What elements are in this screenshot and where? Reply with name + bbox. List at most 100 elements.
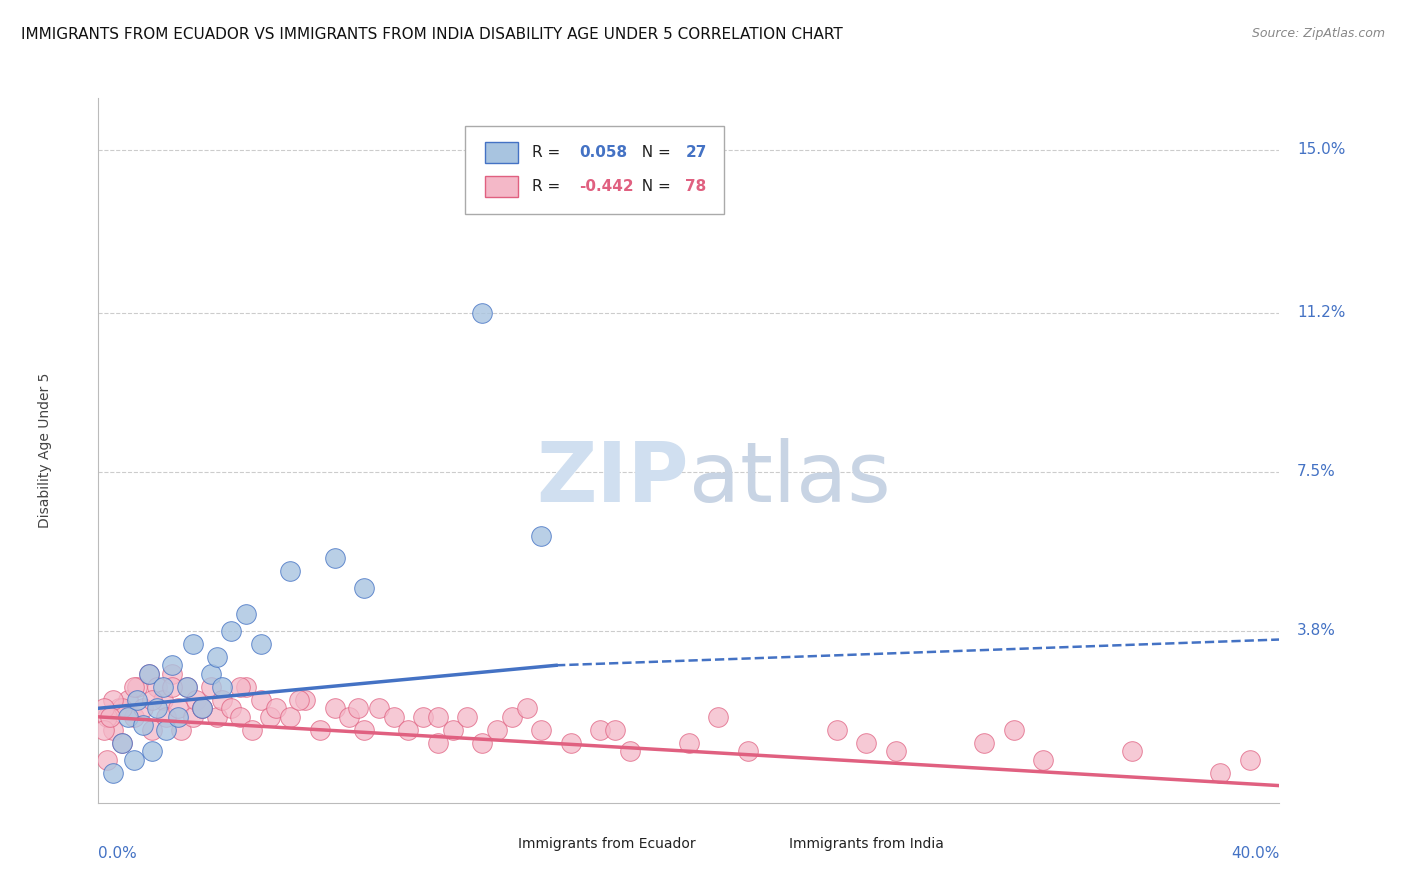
Point — [530, 723, 553, 737]
Point — [125, 680, 148, 694]
Point — [250, 692, 273, 706]
Point — [235, 680, 257, 694]
FancyBboxPatch shape — [742, 835, 778, 852]
Point — [200, 680, 222, 694]
Point — [93, 723, 115, 737]
Point — [111, 701, 134, 715]
Point — [471, 736, 494, 750]
Point — [280, 710, 302, 724]
Point — [412, 710, 434, 724]
Point — [108, 701, 131, 715]
FancyBboxPatch shape — [485, 142, 517, 163]
Point — [471, 306, 494, 320]
Point — [368, 701, 391, 715]
Point — [117, 710, 139, 724]
Point — [181, 637, 204, 651]
Point — [211, 680, 233, 694]
Point — [200, 666, 222, 681]
Text: 0.058: 0.058 — [579, 145, 627, 160]
FancyBboxPatch shape — [485, 176, 517, 197]
Point — [191, 701, 214, 715]
Point — [152, 692, 174, 706]
Point — [294, 692, 316, 706]
Point — [530, 529, 553, 543]
Point — [353, 723, 375, 737]
Point — [103, 692, 125, 706]
Point — [93, 701, 115, 715]
Point — [96, 710, 118, 724]
Point — [240, 723, 263, 737]
Point — [132, 718, 155, 732]
Text: N =: N = — [633, 178, 676, 194]
Text: 15.0%: 15.0% — [1298, 142, 1346, 157]
Point — [181, 710, 204, 724]
Point — [250, 637, 273, 651]
Point — [427, 736, 450, 750]
Point — [382, 710, 405, 724]
Text: 40.0%: 40.0% — [1232, 846, 1279, 861]
Point — [98, 710, 121, 724]
Point — [339, 710, 361, 724]
Point — [162, 680, 183, 694]
Point — [205, 710, 228, 724]
Point — [167, 701, 190, 715]
Point — [125, 692, 148, 706]
Text: -0.442: -0.442 — [579, 178, 634, 194]
Point — [235, 607, 257, 621]
FancyBboxPatch shape — [464, 127, 724, 214]
Point — [1002, 723, 1025, 737]
Point — [501, 710, 523, 724]
Point — [141, 723, 163, 737]
Point — [162, 666, 183, 681]
Point — [1209, 765, 1232, 780]
Point — [141, 744, 163, 758]
Point — [323, 550, 346, 565]
Point — [155, 723, 177, 737]
Point — [323, 701, 346, 715]
Point — [441, 723, 464, 737]
Point — [122, 710, 145, 724]
Text: Immigrants from Ecuador: Immigrants from Ecuador — [517, 837, 696, 851]
Point — [103, 723, 125, 737]
Point — [1121, 744, 1143, 758]
Point — [117, 692, 139, 706]
Point — [560, 736, 582, 750]
Point — [737, 744, 759, 758]
Point — [516, 701, 538, 715]
Point — [855, 736, 877, 750]
Point — [155, 710, 177, 724]
Text: 78: 78 — [685, 178, 707, 194]
Point — [176, 680, 198, 694]
Point — [176, 680, 198, 694]
Point — [973, 736, 995, 750]
Text: Immigrants from India: Immigrants from India — [789, 837, 945, 851]
Text: IMMIGRANTS FROM ECUADOR VS IMMIGRANTS FROM INDIA DISABILITY AGE UNDER 5 CORRELAT: IMMIGRANTS FROM ECUADOR VS IMMIGRANTS FR… — [21, 27, 842, 42]
Point — [457, 710, 479, 724]
Point — [162, 658, 183, 673]
Text: R =: R = — [531, 178, 565, 194]
Point — [678, 736, 700, 750]
Text: 7.5%: 7.5% — [1298, 465, 1336, 479]
Text: 3.8%: 3.8% — [1298, 624, 1336, 639]
Point — [309, 723, 332, 737]
Point — [138, 666, 160, 681]
Point — [353, 581, 375, 595]
Text: N =: N = — [633, 145, 676, 160]
Point — [825, 723, 848, 737]
Point — [111, 736, 134, 750]
Text: atlas: atlas — [689, 438, 890, 519]
Text: 0.0%: 0.0% — [98, 846, 138, 861]
Point — [221, 701, 243, 715]
Point — [184, 692, 207, 706]
Point — [288, 692, 311, 706]
Text: ZIP: ZIP — [537, 438, 689, 519]
Point — [167, 710, 190, 724]
Point — [884, 744, 907, 758]
Point — [152, 680, 174, 694]
Point — [141, 692, 163, 706]
Point — [486, 723, 509, 737]
Point — [707, 710, 730, 724]
Point — [122, 680, 145, 694]
Point — [191, 701, 214, 715]
Point — [211, 692, 233, 706]
